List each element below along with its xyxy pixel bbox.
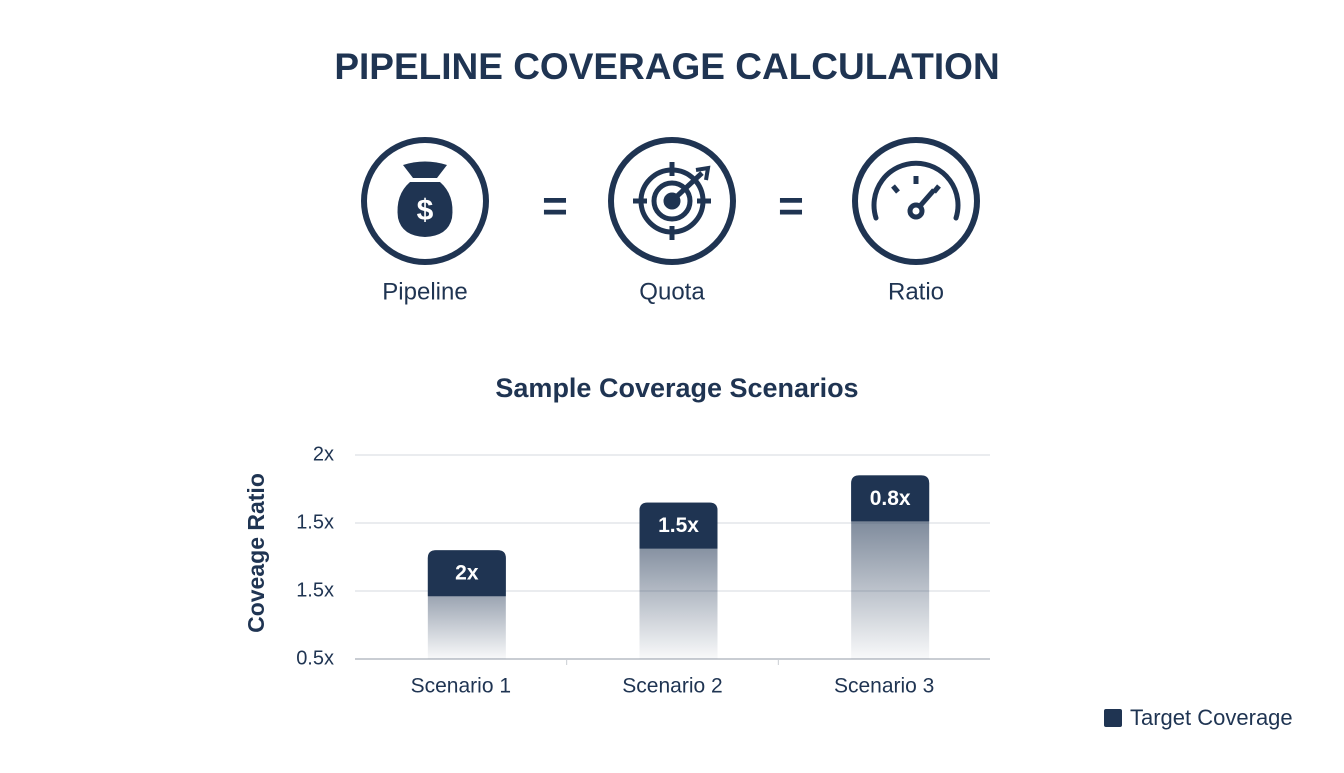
- operator: =: [542, 182, 568, 231]
- bar-annotation: 2x: [455, 562, 479, 585]
- y-tick-label: 1.5x: [296, 511, 334, 533]
- x-tick-label: Scenario 3: [834, 675, 934, 698]
- ratio-icon: [852, 137, 980, 265]
- bar-cap: [639, 502, 718, 549]
- bar-annotation: 1.5x: [658, 514, 699, 537]
- chart-title: Sample Coverage Scenarios: [495, 373, 858, 403]
- operator: =: [778, 182, 804, 231]
- y-tick-label: 1.5x: [296, 579, 334, 601]
- bar-cap: [427, 550, 506, 597]
- formula-label: Quota: [639, 278, 705, 305]
- page-title: PIPELINE COVERAGE CALCULATION: [334, 46, 999, 87]
- svg-text:$: $: [417, 194, 434, 227]
- legend-label: Target Coverage: [1130, 705, 1293, 730]
- bar-cap: [851, 475, 930, 522]
- pipeline-icon: $: [361, 137, 489, 265]
- x-tick-label: Scenario 2: [622, 675, 722, 698]
- quota-icon: [608, 137, 736, 265]
- formula-label: Pipeline: [382, 278, 467, 305]
- y-tick-label: 2x: [313, 443, 334, 465]
- y-tick-label: 0.5x: [296, 647, 334, 669]
- x-tick-label: Scenario 1: [411, 675, 511, 698]
- legend-swatch: [1104, 709, 1122, 727]
- formula-label: Ratio: [888, 278, 944, 305]
- y-axis-label: Coveage Ratio: [243, 473, 269, 633]
- bar-annotation: 0.8x: [870, 487, 911, 510]
